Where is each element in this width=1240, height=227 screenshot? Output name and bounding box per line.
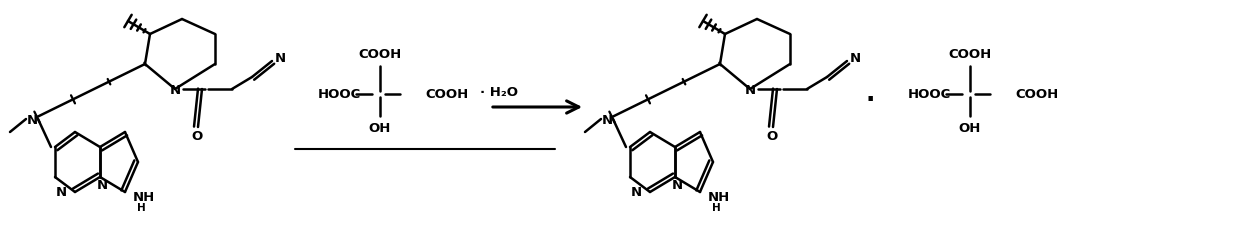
Text: ·: · — [866, 88, 874, 111]
Text: N: N — [671, 179, 682, 192]
Text: N: N — [170, 83, 181, 96]
Text: N: N — [274, 52, 285, 65]
Text: N: N — [56, 186, 67, 199]
Text: COOH: COOH — [949, 48, 992, 61]
Text: OH: OH — [368, 121, 391, 134]
Text: NH: NH — [133, 191, 155, 204]
Text: COOH: COOH — [1016, 88, 1058, 101]
Text: N: N — [849, 52, 861, 65]
Text: O: O — [766, 129, 777, 142]
Text: OH: OH — [959, 121, 981, 134]
Text: H: H — [136, 202, 146, 212]
Text: O: O — [191, 129, 202, 142]
Text: COOH: COOH — [425, 88, 469, 101]
Text: N: N — [601, 113, 613, 126]
Text: N: N — [97, 179, 108, 192]
Text: HOOC: HOOC — [317, 88, 361, 101]
Text: N: N — [744, 83, 755, 96]
Text: N: N — [26, 113, 37, 126]
Text: NH: NH — [708, 191, 730, 204]
Text: · H₂O: · H₂O — [480, 85, 518, 98]
Text: N: N — [630, 186, 641, 199]
Text: HOOC: HOOC — [908, 88, 951, 101]
Text: COOH: COOH — [358, 48, 402, 61]
Text: H: H — [712, 202, 720, 212]
